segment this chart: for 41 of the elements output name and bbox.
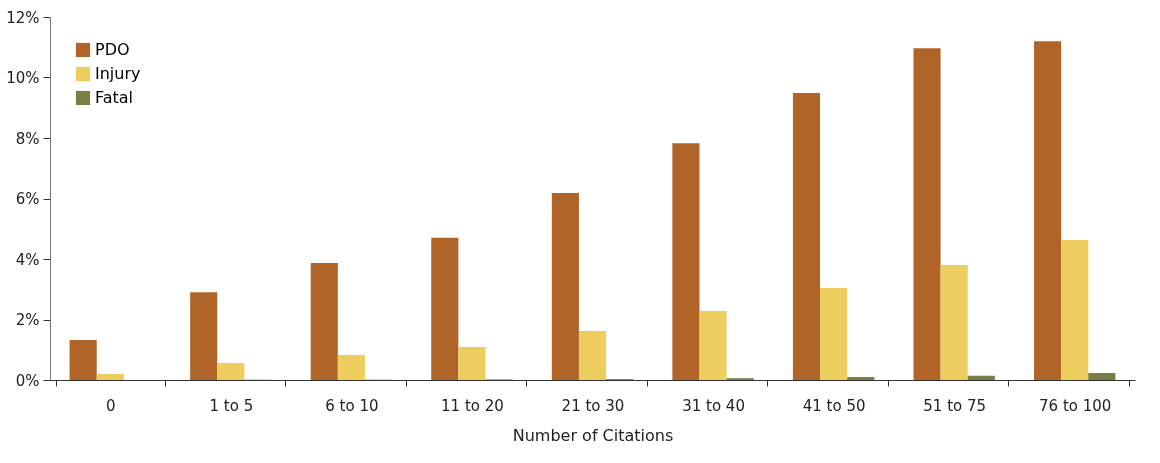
bar [551,193,579,380]
bar [820,288,848,380]
bar [792,92,821,380]
x-tick-label: 41 to 50 [802,396,866,415]
bar [913,48,941,380]
bar [96,373,124,380]
x-tick-label: 11 to 20 [441,396,504,415]
x-tick-label: 1 to 5 [209,396,254,415]
bar [310,262,338,380]
legend-label: Fatal [95,88,134,107]
x-tick-label: 76 to 100 [1039,396,1112,415]
y-tick-label: 8% [15,129,40,148]
y-tick-label: 4% [15,250,40,269]
x-tick-label: 6 to 10 [325,396,379,415]
bar [672,143,700,380]
y-tick-label: 2% [15,311,40,329]
bar [1034,41,1062,380]
bar [337,354,365,380]
bar [967,375,995,380]
x-tick-label: 21 to 30 [561,396,625,415]
y-tick-label: 12% [6,8,40,27]
bar [847,376,875,380]
legend-label: PDO [95,40,130,59]
x-tick-label: 51 to 75 [923,396,987,415]
bar [69,340,97,380]
bar [1088,373,1116,380]
bar [940,265,968,380]
legend-label: Injury [95,64,141,83]
bar [190,292,218,380]
x-axis-title: Number of Citations [512,425,674,445]
bar [431,237,459,380]
y-tick-label: 10% [6,69,40,87]
y-tick-label: 6% [15,190,40,208]
bar [458,347,486,380]
x-tick-label: 31 to 40 [682,396,745,415]
bar [578,331,607,380]
bar [699,311,727,380]
x-tick-label: 0 [106,396,116,415]
bar [217,363,245,380]
y-tick-label: 0% [15,371,40,390]
bar [1061,239,1089,380]
